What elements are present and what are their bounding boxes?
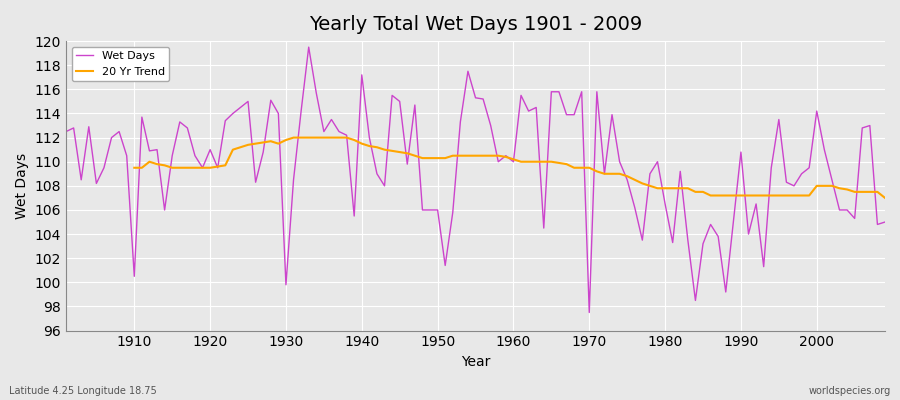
Line: Wet Days: Wet Days [66,47,885,312]
Wet Days [516,93,526,98]
20 Yr Trend [288,135,299,140]
Wet Days [879,220,890,224]
Wet Days [508,159,518,164]
Title: Yearly Total Wet Days 1901 - 2009: Yearly Total Wet Days 1901 - 2009 [309,15,642,34]
20 Yr Trend [584,165,595,170]
Text: Latitude 4.25 Longitude 18.75: Latitude 4.25 Longitude 18.75 [9,386,157,396]
Wet Days [122,153,132,158]
Legend: Wet Days, 20 Yr Trend: Wet Days, 20 Yr Trend [72,47,169,81]
Wet Days [614,159,625,164]
Wet Days [584,310,595,315]
20 Yr Trend [273,141,284,146]
Text: worldspecies.org: worldspecies.org [809,386,891,396]
Line: 20 Yr Trend: 20 Yr Trend [134,138,885,198]
Wet Days [303,45,314,50]
20 Yr Trend [310,135,321,140]
Wet Days [341,133,352,138]
20 Yr Trend [129,165,140,170]
Wet Days [288,178,299,182]
20 Yr Trend [850,190,860,194]
20 Yr Trend [523,159,534,164]
20 Yr Trend [879,196,890,200]
Y-axis label: Wet Days: Wet Days [15,153,29,219]
X-axis label: Year: Year [461,355,491,369]
20 Yr Trend [826,184,837,188]
Wet Days [60,129,71,134]
